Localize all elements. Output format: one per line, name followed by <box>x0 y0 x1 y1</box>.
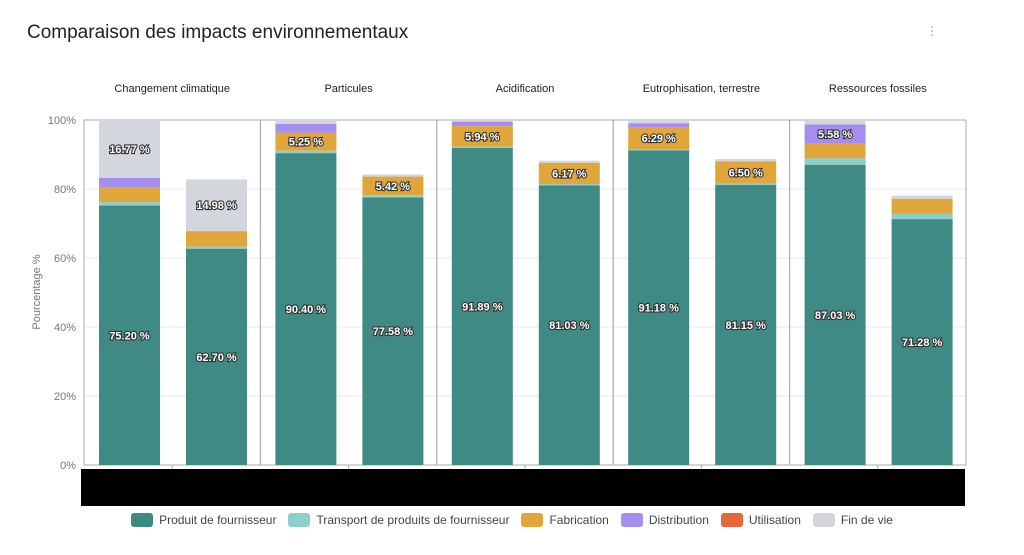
bar-segment <box>804 120 866 125</box>
legend-swatch <box>521 513 544 527</box>
legend-item[interactable]: Utilisation <box>720 513 801 527</box>
bar-segment <box>891 198 953 214</box>
legend-item[interactable]: Fin de vie <box>812 513 893 527</box>
y-tick-label: 20% <box>54 391 76 403</box>
legend-swatch <box>812 513 835 527</box>
data-label: 81.03 % <box>549 320 590 332</box>
legend-label: Transport de produits de fournisseur <box>316 513 510 527</box>
bar-segment <box>628 149 690 151</box>
bar-segment <box>538 184 600 186</box>
bar-segment <box>99 187 160 203</box>
y-tick-label: 100% <box>48 115 76 127</box>
stacked-bar-chart: 0% 20% 40% 60% 80% 100% Pourcentage % Changemen… <box>31 83 967 472</box>
panel-title: Acidification <box>496 83 555 95</box>
legend-item[interactable]: Distribution <box>620 513 709 527</box>
data-label: 5.25 % <box>289 137 323 149</box>
legend-label: Produit de fournisseur <box>159 513 277 527</box>
chart-title: Comparaison des impacts environnementaux <box>27 22 409 43</box>
bar-segment <box>186 246 247 249</box>
legend: Produit de fournisseur Transport de produ… <box>0 513 1024 527</box>
bar-segment <box>451 126 513 147</box>
bar-segment <box>538 162 600 185</box>
bar-segment <box>804 143 866 159</box>
y-tick-label: 0% <box>60 460 76 472</box>
bar-segment <box>362 197 424 465</box>
data-label: 75.20 % <box>109 330 150 342</box>
legend-label: Distribution <box>648 513 709 527</box>
panel-title: Particules <box>324 83 373 95</box>
bar-segment <box>891 195 953 199</box>
bar-segment <box>186 248 247 465</box>
legend-item[interactable]: Transport de produits de fournisseur <box>288 513 509 527</box>
bar-segment <box>451 146 513 148</box>
data-label: 5.42 % <box>376 181 410 193</box>
panel-title: Changement climatique <box>114 83 230 95</box>
data-label: 16.77 % <box>109 144 150 156</box>
bar-segment <box>362 176 424 196</box>
bar-segment <box>715 159 777 162</box>
data-label: 81.15 % <box>726 320 767 332</box>
bar-segment <box>99 205 160 465</box>
data-label: 71.28 % <box>902 337 943 349</box>
data-label: 6.29 % <box>642 133 676 145</box>
bar-segment <box>99 177 160 188</box>
bar-segment <box>538 160 600 163</box>
y-tick-label: 80% <box>54 184 76 196</box>
panel-title: Eutrophisation, terrestre <box>643 83 760 95</box>
legend-swatch <box>620 513 643 527</box>
bar-segment <box>451 120 513 122</box>
bar-segment <box>715 183 777 186</box>
bar-segment <box>715 185 777 465</box>
legend-swatch <box>131 513 154 527</box>
y-tick-label: 40% <box>54 322 76 334</box>
y-tick-label: 60% <box>54 253 76 265</box>
bar-segment <box>275 120 337 124</box>
data-label: 87.03 % <box>815 310 856 322</box>
legend-label: Fin de vie <box>840 513 893 527</box>
data-label: 5.94 % <box>465 131 499 143</box>
bar-segment <box>628 150 690 465</box>
bar-segment <box>451 147 513 466</box>
legend-label: Fabrication <box>549 513 609 527</box>
data-label: 6.50 % <box>729 167 763 179</box>
bar-segment <box>715 161 777 184</box>
bar-segment <box>804 164 866 465</box>
bar-segment <box>804 158 866 165</box>
bar-segment <box>538 185 600 465</box>
bar-segment <box>275 150 337 154</box>
bar-segment <box>804 124 866 144</box>
bar-segment <box>628 123 690 128</box>
legend-swatch <box>720 513 743 527</box>
data-label: 6.17 % <box>552 168 586 180</box>
bar-segment <box>186 179 247 232</box>
bar-segment <box>99 202 160 206</box>
bar-segment <box>891 213 953 220</box>
legend-label: Utilisation <box>748 513 801 527</box>
data-label: 91.89 % <box>462 301 503 313</box>
redacted-x-axis-region <box>81 469 965 506</box>
legend-item[interactable]: Produit de fournisseur <box>131 513 276 527</box>
bar-segment <box>186 231 247 247</box>
data-label: 62.70 % <box>196 352 237 364</box>
bar-segment <box>362 195 424 198</box>
data-label: 90.40 % <box>286 304 327 316</box>
data-label: 77.58 % <box>373 326 414 338</box>
legend-item[interactable]: Fabrication <box>521 513 609 527</box>
bar-segment <box>362 174 424 177</box>
bar-segment <box>628 127 690 150</box>
bar-segment <box>275 132 337 151</box>
bar-segment <box>275 123 337 133</box>
bar-segment <box>891 219 953 465</box>
panel-title: Ressources fossiles <box>829 83 927 95</box>
bar-segment <box>451 121 513 127</box>
y-axis-label: Pourcentage % <box>31 254 43 329</box>
data-label: 91.18 % <box>639 303 680 315</box>
bar-segment <box>628 120 690 124</box>
bar-segment <box>99 120 160 178</box>
data-label: 14.98 % <box>196 200 237 212</box>
bar-segment <box>275 153 337 465</box>
data-label: 5.58 % <box>818 129 852 141</box>
legend-swatch <box>288 513 311 527</box>
